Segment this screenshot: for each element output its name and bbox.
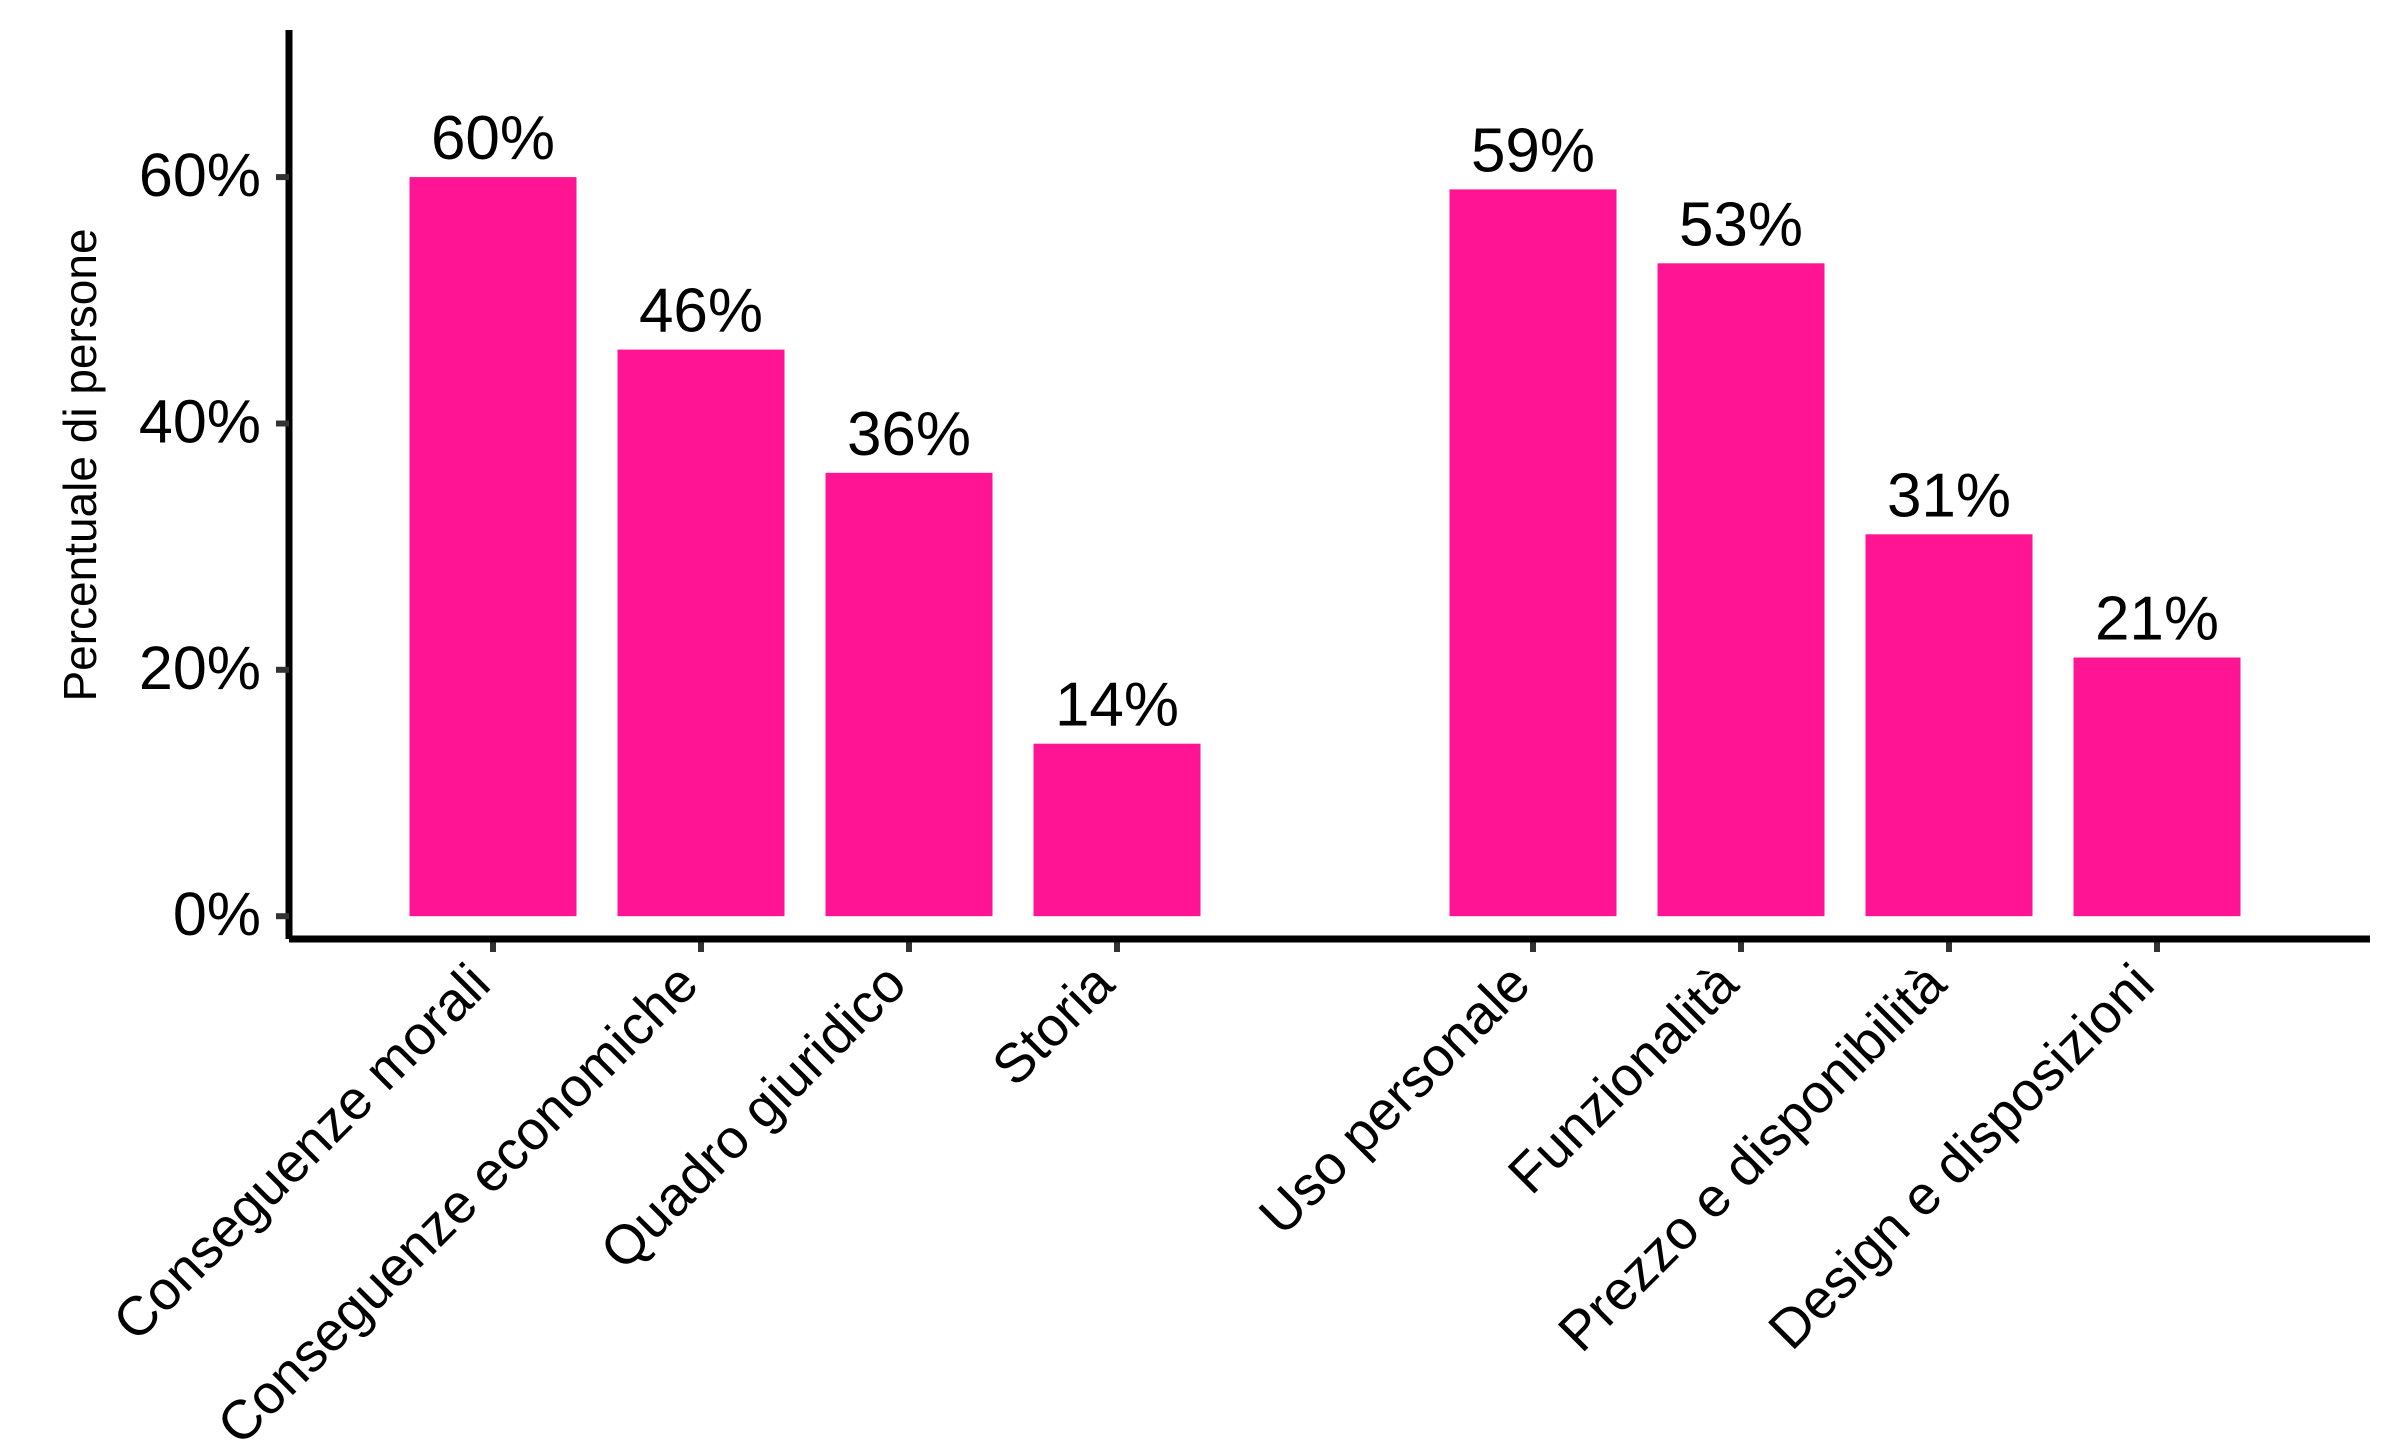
- svg-text:Storia: Storia: [980, 951, 1126, 1097]
- svg-text:Conseguenze morali: Conseguenze morali: [101, 952, 502, 1353]
- svg-text:21%: 21%: [2095, 585, 2219, 654]
- svg-text:60%: 60%: [139, 141, 261, 209]
- svg-text:20%: 20%: [139, 634, 261, 702]
- svg-text:59%: 59%: [1471, 116, 1595, 185]
- svg-text:40%: 40%: [139, 388, 261, 456]
- svg-text:0%: 0%: [173, 880, 261, 948]
- svg-text:60%: 60%: [431, 104, 555, 173]
- svg-text:Uso personale: Uso personale: [1247, 952, 1542, 1247]
- svg-text:46%: 46%: [639, 277, 763, 346]
- svg-text:36%: 36%: [847, 400, 971, 469]
- svg-text:Prezzo e disponibilità: Prezzo e disponibilità: [1546, 951, 1958, 1363]
- svg-text:31%: 31%: [1887, 461, 2011, 530]
- svg-text:53%: 53%: [1679, 190, 1803, 259]
- svg-text:Design e disposizioni: Design e disposizioni: [1756, 952, 2165, 1361]
- svg-text:14%: 14%: [1055, 671, 1179, 740]
- svg-text:Percentuale di persone: Percentuale di persone: [54, 228, 106, 701]
